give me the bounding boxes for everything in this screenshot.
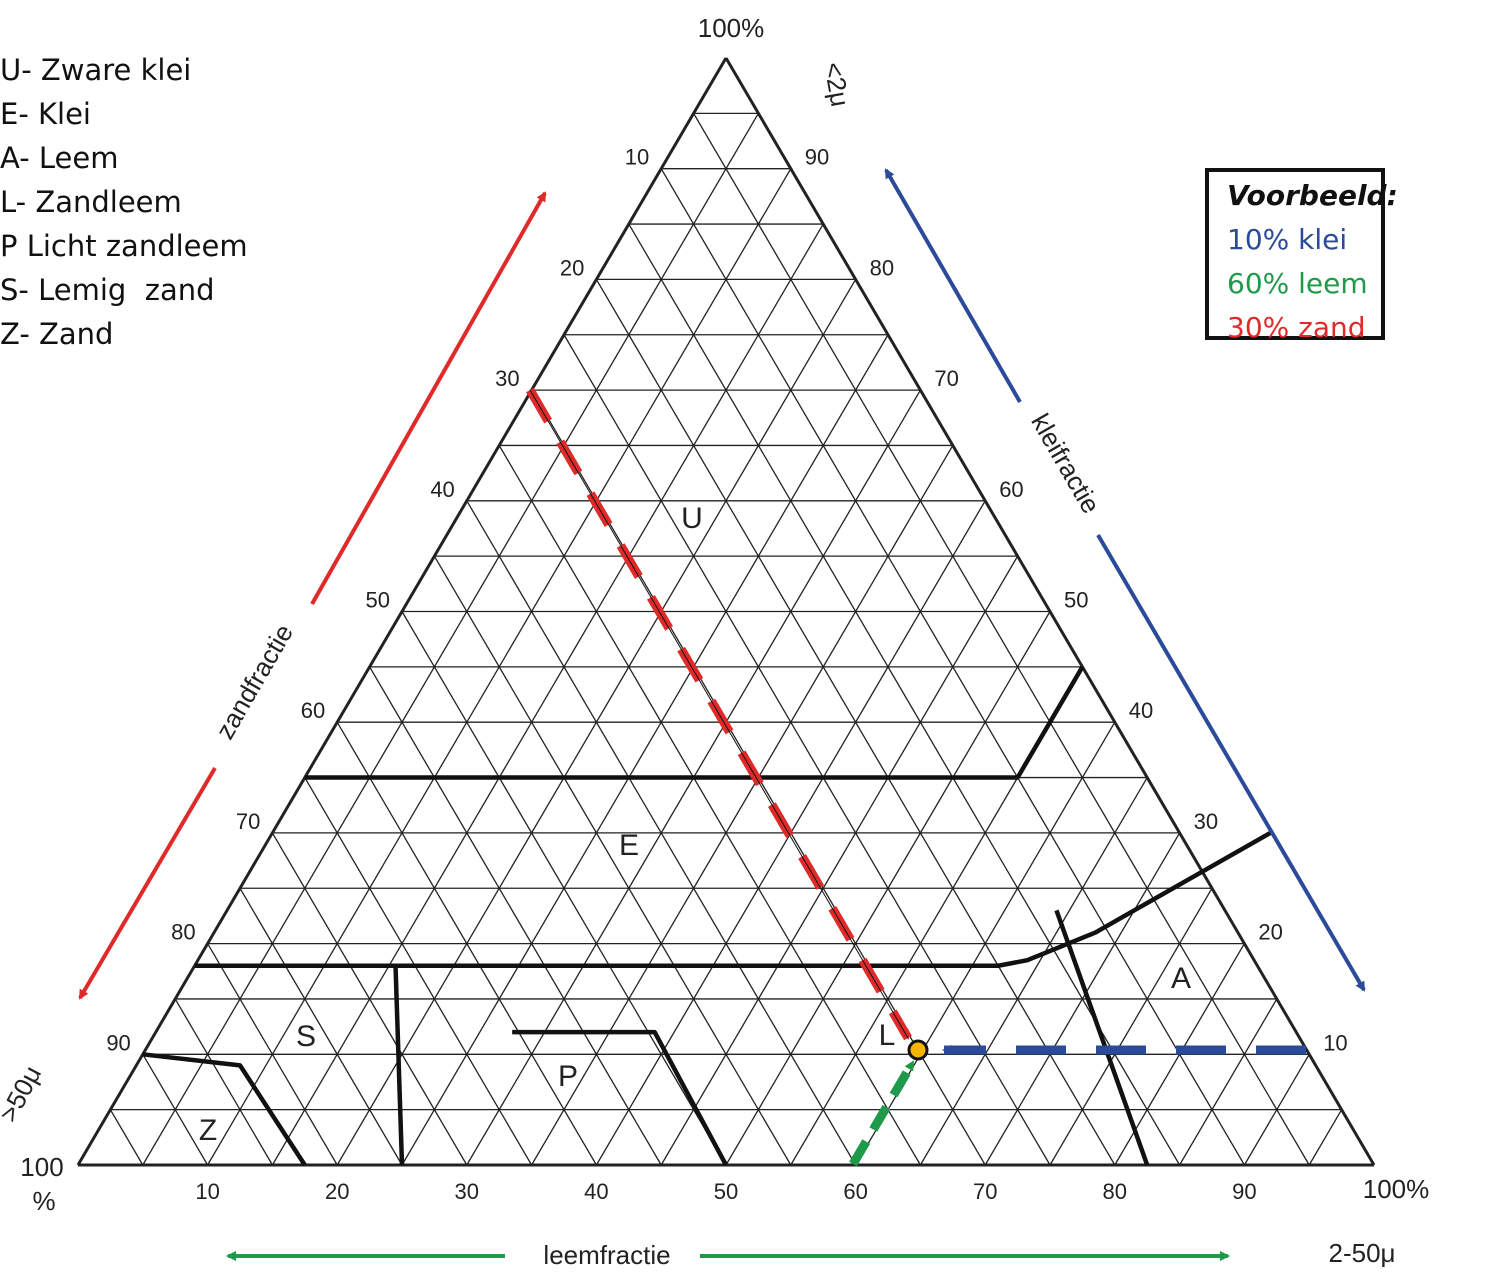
grid-line [109, 1109, 144, 1166]
example-lines [526, 387, 1306, 1167]
right-tick-label: 30 [1194, 809, 1218, 834]
left-tick-label: 50 [366, 588, 390, 613]
left-tick-label: 80 [171, 920, 195, 945]
left-tick-label: 40 [430, 477, 454, 502]
bottom-tick-label: 40 [584, 1179, 608, 1204]
grid-line [1308, 1109, 1343, 1166]
kleifractie-label: kleifractie [1025, 408, 1106, 518]
bottom-tick-label: 80 [1103, 1179, 1127, 1204]
right-tick-label: 80 [870, 255, 894, 280]
legend-item-l: L- Zandleem [0, 185, 182, 219]
zandfractie-arrow [78, 191, 547, 1000]
bottom-tick-label: 10 [195, 1179, 219, 1204]
left-tick-label: 60 [301, 698, 325, 723]
left-tick-label: 20 [560, 255, 584, 280]
bottom-tick-label: 70 [973, 1179, 997, 1204]
grid-line [304, 777, 533, 1166]
region-l: L [879, 1019, 896, 1052]
right-tick-label: 90 [805, 145, 829, 170]
leemfractie-label: leemfractie [543, 1240, 670, 1270]
example-point [907, 1039, 929, 1061]
bottom-tick-label: 90 [1232, 1179, 1256, 1204]
example-box: Voorbeeld: 10% klei 60% leem 30% zand [1205, 168, 1398, 344]
legend-item-z: Z- Zand [0, 317, 114, 351]
grid-line [142, 113, 759, 1166]
region-u: U [681, 502, 703, 535]
grid-line [693, 113, 1310, 1166]
left-tick-label: 70 [236, 809, 260, 834]
grid-line [433, 555, 792, 1166]
zandfractie-label: zandfractie [209, 619, 299, 744]
boundary-z-s [142, 1052, 307, 1167]
grid-line [174, 998, 273, 1166]
boundary-e-lower [194, 830, 1272, 968]
leem-reading-line [849, 1059, 917, 1167]
region-e: E [619, 829, 639, 862]
bottom-tick-label: 60 [843, 1179, 867, 1204]
right-tick-label: 50 [1064, 588, 1088, 613]
clay-unit-label: <2μ [818, 60, 855, 109]
grid-line [1179, 998, 1278, 1166]
boundary-s-p [393, 965, 405, 1166]
tick-labels: 10 20 30 40 50 60 70 80 90 90 80 70 60 50 40 30 20 10 10 20… [106, 145, 1347, 1204]
bottom-tick-label: 20 [325, 1179, 349, 1204]
corner-left-label: 100 [20, 1152, 63, 1182]
texture-class-boundaries [142, 665, 1272, 1167]
grid-line [336, 721, 597, 1166]
region-p: P [558, 1060, 578, 1093]
boundary-p-l [512, 1029, 728, 1167]
grid-line [984, 832, 1181, 1166]
legend-item-p: P Licht zandleem [0, 229, 248, 263]
soil-class-legend: U- Zware klei E- Klei A- Leem L- Zandlee… [0, 50, 248, 358]
legend-item-u: U- Zware klei [0, 53, 192, 87]
right-tick-label: 70 [934, 366, 958, 391]
left-tick-label: 10 [625, 145, 649, 170]
corner-left-unit: % [32, 1186, 55, 1216]
grid-line [369, 666, 662, 1166]
grid-line [239, 887, 403, 1166]
bottom-tick-label: 30 [455, 1179, 479, 1204]
grid-line [660, 555, 1019, 1166]
example-klei: 10% klei [1227, 223, 1348, 256]
grid-line [725, 611, 1051, 1166]
legend-item-e: E- Klei [0, 97, 91, 131]
example-leem: 60% leem [1227, 267, 1368, 300]
right-tick-label: 20 [1258, 920, 1282, 945]
grid-line [142, 1053, 209, 1166]
grid-line [207, 943, 338, 1166]
left-tick-label: 30 [495, 366, 519, 391]
example-zand: 30% zand [1227, 311, 1366, 344]
grid-line [628, 223, 1181, 1166]
example-title: Voorbeeld: [1227, 179, 1398, 212]
boundary-l-a [1054, 909, 1150, 1166]
right-tick-label: 40 [1129, 698, 1153, 723]
corner-right-label: 100% [1363, 1174, 1430, 1204]
right-tick-label: 60 [999, 477, 1023, 502]
grid-line [401, 334, 889, 1166]
kleifractie-arrow [884, 168, 1366, 992]
region-a: A [1171, 962, 1191, 995]
silt-unit-label: 2-50μ [1328, 1238, 1395, 1268]
legend-item-a: A- Leem [0, 141, 119, 175]
top-100-label: 100% [698, 13, 765, 43]
region-z: Z [199, 1114, 217, 1147]
grid-line [498, 445, 921, 1166]
sand-unit-label: >50μ [0, 1061, 47, 1127]
bottom-tick-label: 50 [714, 1179, 738, 1204]
grid-line [271, 832, 468, 1166]
boundary-u-e [304, 665, 1085, 780]
legend-item-s: S- Lemig zand [0, 273, 215, 307]
right-tick-label: 10 [1323, 1030, 1347, 1055]
region-s: S [296, 1020, 316, 1053]
triangle-grid [76, 57, 1376, 1167]
grid-line [271, 223, 824, 1166]
grid-line [401, 611, 727, 1166]
grid-line [919, 777, 1148, 1166]
left-tick-label: 90 [106, 1030, 130, 1055]
grid-line [531, 445, 954, 1166]
grid-line [1049, 887, 1213, 1166]
grid-line [1243, 1053, 1310, 1166]
grid-line [563, 334, 1051, 1166]
